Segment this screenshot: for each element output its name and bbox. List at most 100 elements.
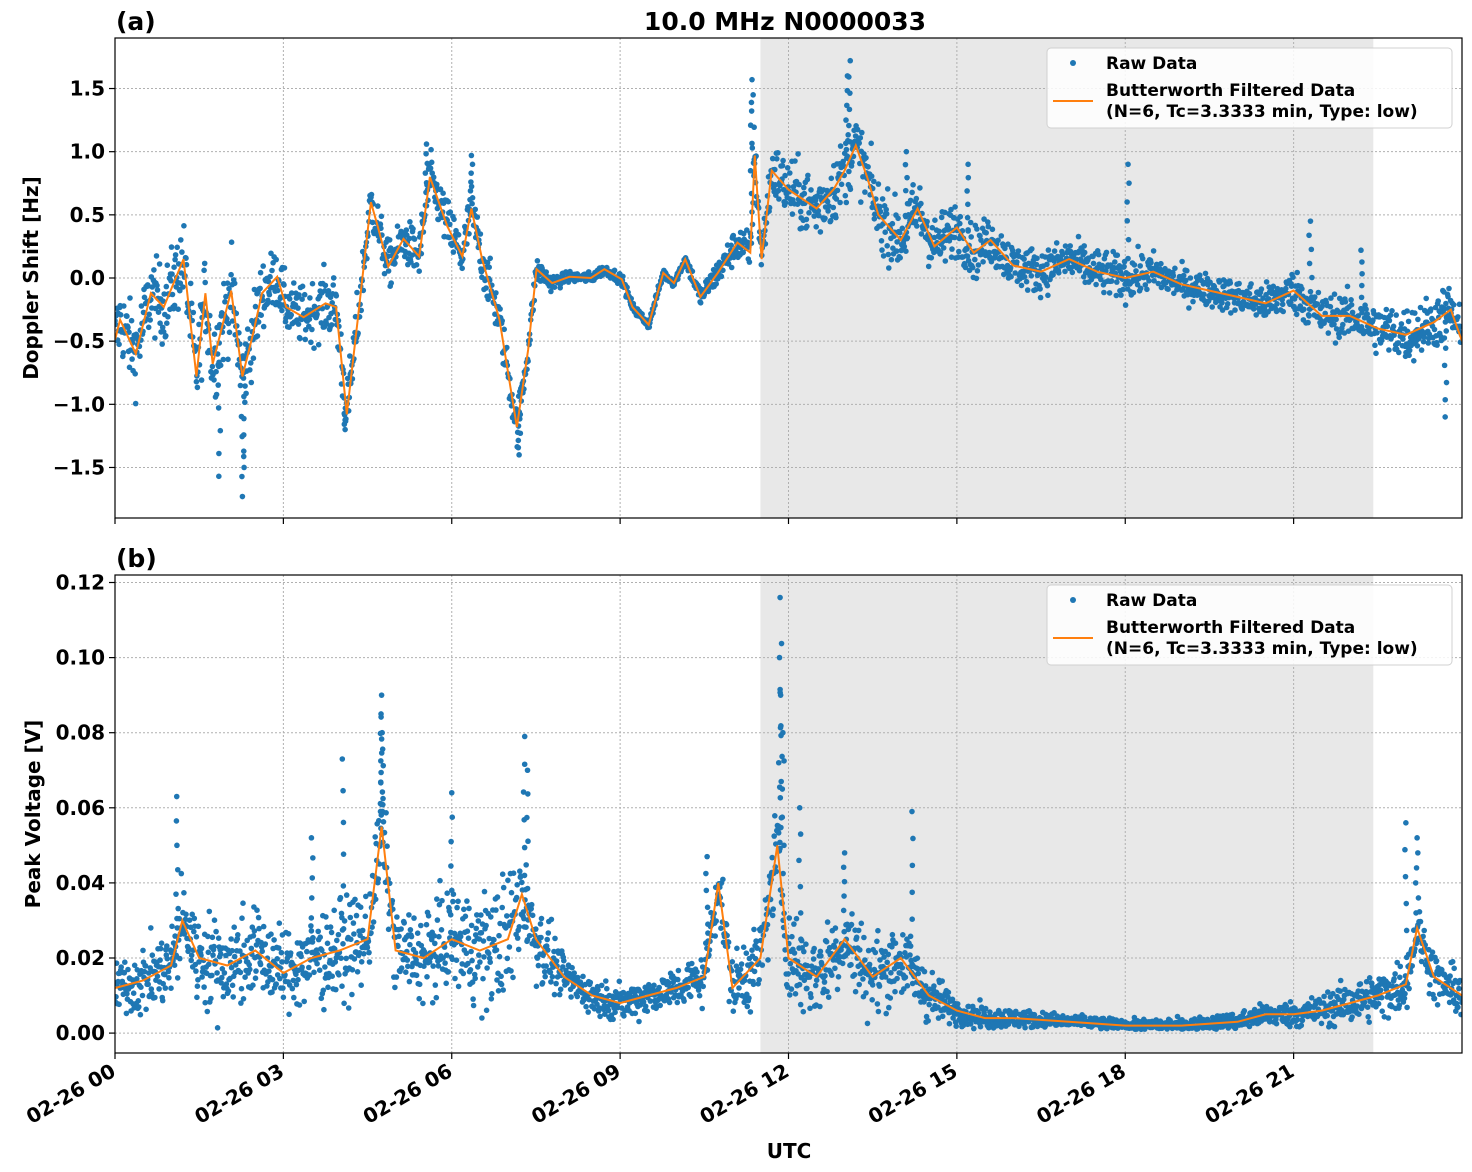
- y-tick-label: 1.0: [70, 140, 105, 164]
- raw-data-point: [1458, 323, 1462, 330]
- raw-data-point: [730, 232, 737, 239]
- raw-data-point: [341, 421, 348, 428]
- raw-data-point: [141, 294, 148, 301]
- raw-data-point: [297, 335, 303, 342]
- raw-data-point: [880, 253, 887, 259]
- raw-data-point: [787, 992, 793, 998]
- raw-data-point: [250, 982, 256, 988]
- raw-data-point: [299, 283, 306, 290]
- raw-data-point: [333, 986, 339, 993]
- panel-b-ylabel: Peak Voltage [V]: [21, 720, 45, 909]
- raw-data-point: [1056, 270, 1062, 276]
- raw-data-point: [205, 933, 211, 940]
- raw-data-point: [237, 969, 244, 976]
- raw-data-point: [1031, 1011, 1038, 1018]
- raw-data-point: [535, 962, 542, 969]
- raw-data-point: [1125, 255, 1131, 262]
- raw-data-point: [1124, 218, 1131, 224]
- raw-data-point: [281, 265, 288, 271]
- raw-data-point: [902, 161, 909, 168]
- raw-data-point: [1037, 294, 1044, 301]
- raw-data-point: [824, 919, 831, 925]
- raw-data-point: [888, 256, 895, 263]
- raw-data-point: [309, 939, 316, 945]
- raw-data-point: [962, 264, 969, 271]
- raw-data-point: [740, 944, 747, 950]
- raw-data-point: [1414, 343, 1421, 349]
- raw-data-point: [1435, 298, 1441, 304]
- raw-data-point: [892, 988, 898, 995]
- raw-data-point: [804, 985, 810, 992]
- raw-data-point: [746, 995, 752, 1001]
- raw-data-point: [892, 940, 899, 946]
- raw-data-point: [239, 915, 245, 921]
- raw-data-point: [857, 135, 864, 141]
- raw-data-point: [164, 955, 171, 962]
- raw-data-point: [202, 279, 208, 286]
- raw-data-point: [1288, 283, 1295, 290]
- raw-data-point: [455, 232, 462, 238]
- raw-data-point: [568, 994, 574, 1000]
- raw-data-point: [557, 986, 564, 993]
- raw-data-point: [632, 1010, 639, 1017]
- raw-data-point: [1441, 335, 1448, 341]
- raw-data-point: [1219, 307, 1226, 313]
- raw-data-point: [874, 938, 880, 945]
- raw-data-point: [792, 158, 798, 164]
- raw-data-point: [782, 172, 788, 179]
- raw-data-point: [472, 206, 479, 213]
- raw-data-point: [885, 951, 892, 958]
- raw-data-point: [315, 341, 322, 348]
- raw-data-point: [159, 324, 166, 331]
- raw-data-point: [857, 947, 863, 953]
- raw-data-point: [315, 928, 322, 935]
- raw-data-point: [841, 928, 847, 935]
- raw-data-point: [852, 988, 859, 995]
- raw-data-point: [796, 181, 802, 188]
- raw-data-point: [1359, 306, 1365, 312]
- raw-data-point: [1021, 256, 1027, 262]
- raw-data-point: [848, 961, 854, 968]
- raw-data-point: [886, 1004, 892, 1011]
- y-tick-label: 1.5: [70, 77, 105, 101]
- raw-data-point: [340, 941, 346, 947]
- raw-data-point: [1190, 298, 1196, 305]
- raw-data-point: [904, 200, 911, 207]
- raw-data-point: [892, 191, 898, 197]
- raw-data-point: [877, 203, 883, 210]
- raw-data-point: [1137, 285, 1144, 292]
- raw-data-point: [351, 931, 357, 937]
- raw-data-point: [985, 219, 991, 225]
- raw-data-point: [392, 260, 398, 267]
- raw-data-point: [302, 336, 309, 343]
- raw-data-point: [434, 896, 440, 902]
- raw-data-point: [1095, 251, 1102, 258]
- raw-data-point: [394, 914, 400, 920]
- raw-data-point: [1137, 263, 1143, 269]
- raw-data-point: [356, 950, 363, 956]
- raw-data-point: [470, 996, 476, 1002]
- raw-data-point: [276, 920, 283, 926]
- raw-data-point: [868, 140, 874, 147]
- raw-data-point: [1309, 274, 1315, 281]
- raw-data-point: [369, 219, 376, 226]
- raw-data-point: [416, 981, 423, 988]
- raw-data-point: [914, 955, 921, 961]
- raw-data-point: [747, 167, 754, 174]
- raw-data-point: [552, 935, 558, 942]
- raw-data-point: [416, 995, 423, 1002]
- raw-data-point: [1358, 294, 1365, 301]
- raw-data-point: [269, 989, 275, 995]
- raw-data-point: [274, 956, 281, 962]
- raw-data-point: [843, 146, 850, 153]
- raw-data-point: [982, 1005, 989, 1012]
- raw-data-point: [1033, 261, 1040, 268]
- raw-data-point: [878, 238, 885, 244]
- raw-data-point: [750, 981, 757, 988]
- raw-data-point: [443, 980, 450, 987]
- raw-data-point: [407, 927, 414, 933]
- raw-data-point: [177, 287, 183, 294]
- raw-data-point: [257, 285, 263, 292]
- raw-data-point: [354, 289, 360, 296]
- raw-data-point: [806, 974, 813, 980]
